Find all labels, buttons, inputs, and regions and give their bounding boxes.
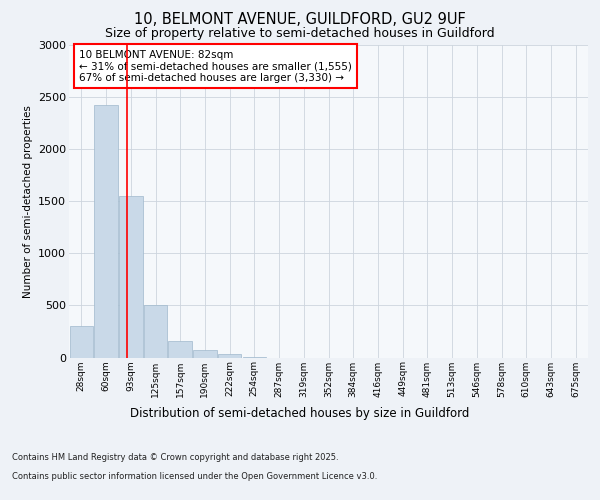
Text: Contains public sector information licensed under the Open Government Licence v3: Contains public sector information licen… bbox=[12, 472, 377, 481]
Text: 10, BELMONT AVENUE, GUILDFORD, GU2 9UF: 10, BELMONT AVENUE, GUILDFORD, GU2 9UF bbox=[134, 12, 466, 28]
Text: Size of property relative to semi-detached houses in Guildford: Size of property relative to semi-detach… bbox=[105, 28, 495, 40]
Bar bbox=[193, 350, 217, 358]
Bar bbox=[242, 357, 266, 358]
Bar bbox=[119, 196, 143, 358]
Bar bbox=[218, 354, 241, 358]
Text: 10 BELMONT AVENUE: 82sqm
← 31% of semi-detached houses are smaller (1,555)
67% o: 10 BELMONT AVENUE: 82sqm ← 31% of semi-d… bbox=[79, 50, 352, 83]
Bar bbox=[94, 106, 118, 358]
Y-axis label: Number of semi-detached properties: Number of semi-detached properties bbox=[23, 105, 32, 298]
Bar bbox=[169, 342, 192, 357]
Bar bbox=[70, 326, 93, 358]
Bar bbox=[144, 306, 167, 358]
Text: Distribution of semi-detached houses by size in Guildford: Distribution of semi-detached houses by … bbox=[130, 408, 470, 420]
Text: Contains HM Land Registry data © Crown copyright and database right 2025.: Contains HM Land Registry data © Crown c… bbox=[12, 454, 338, 462]
